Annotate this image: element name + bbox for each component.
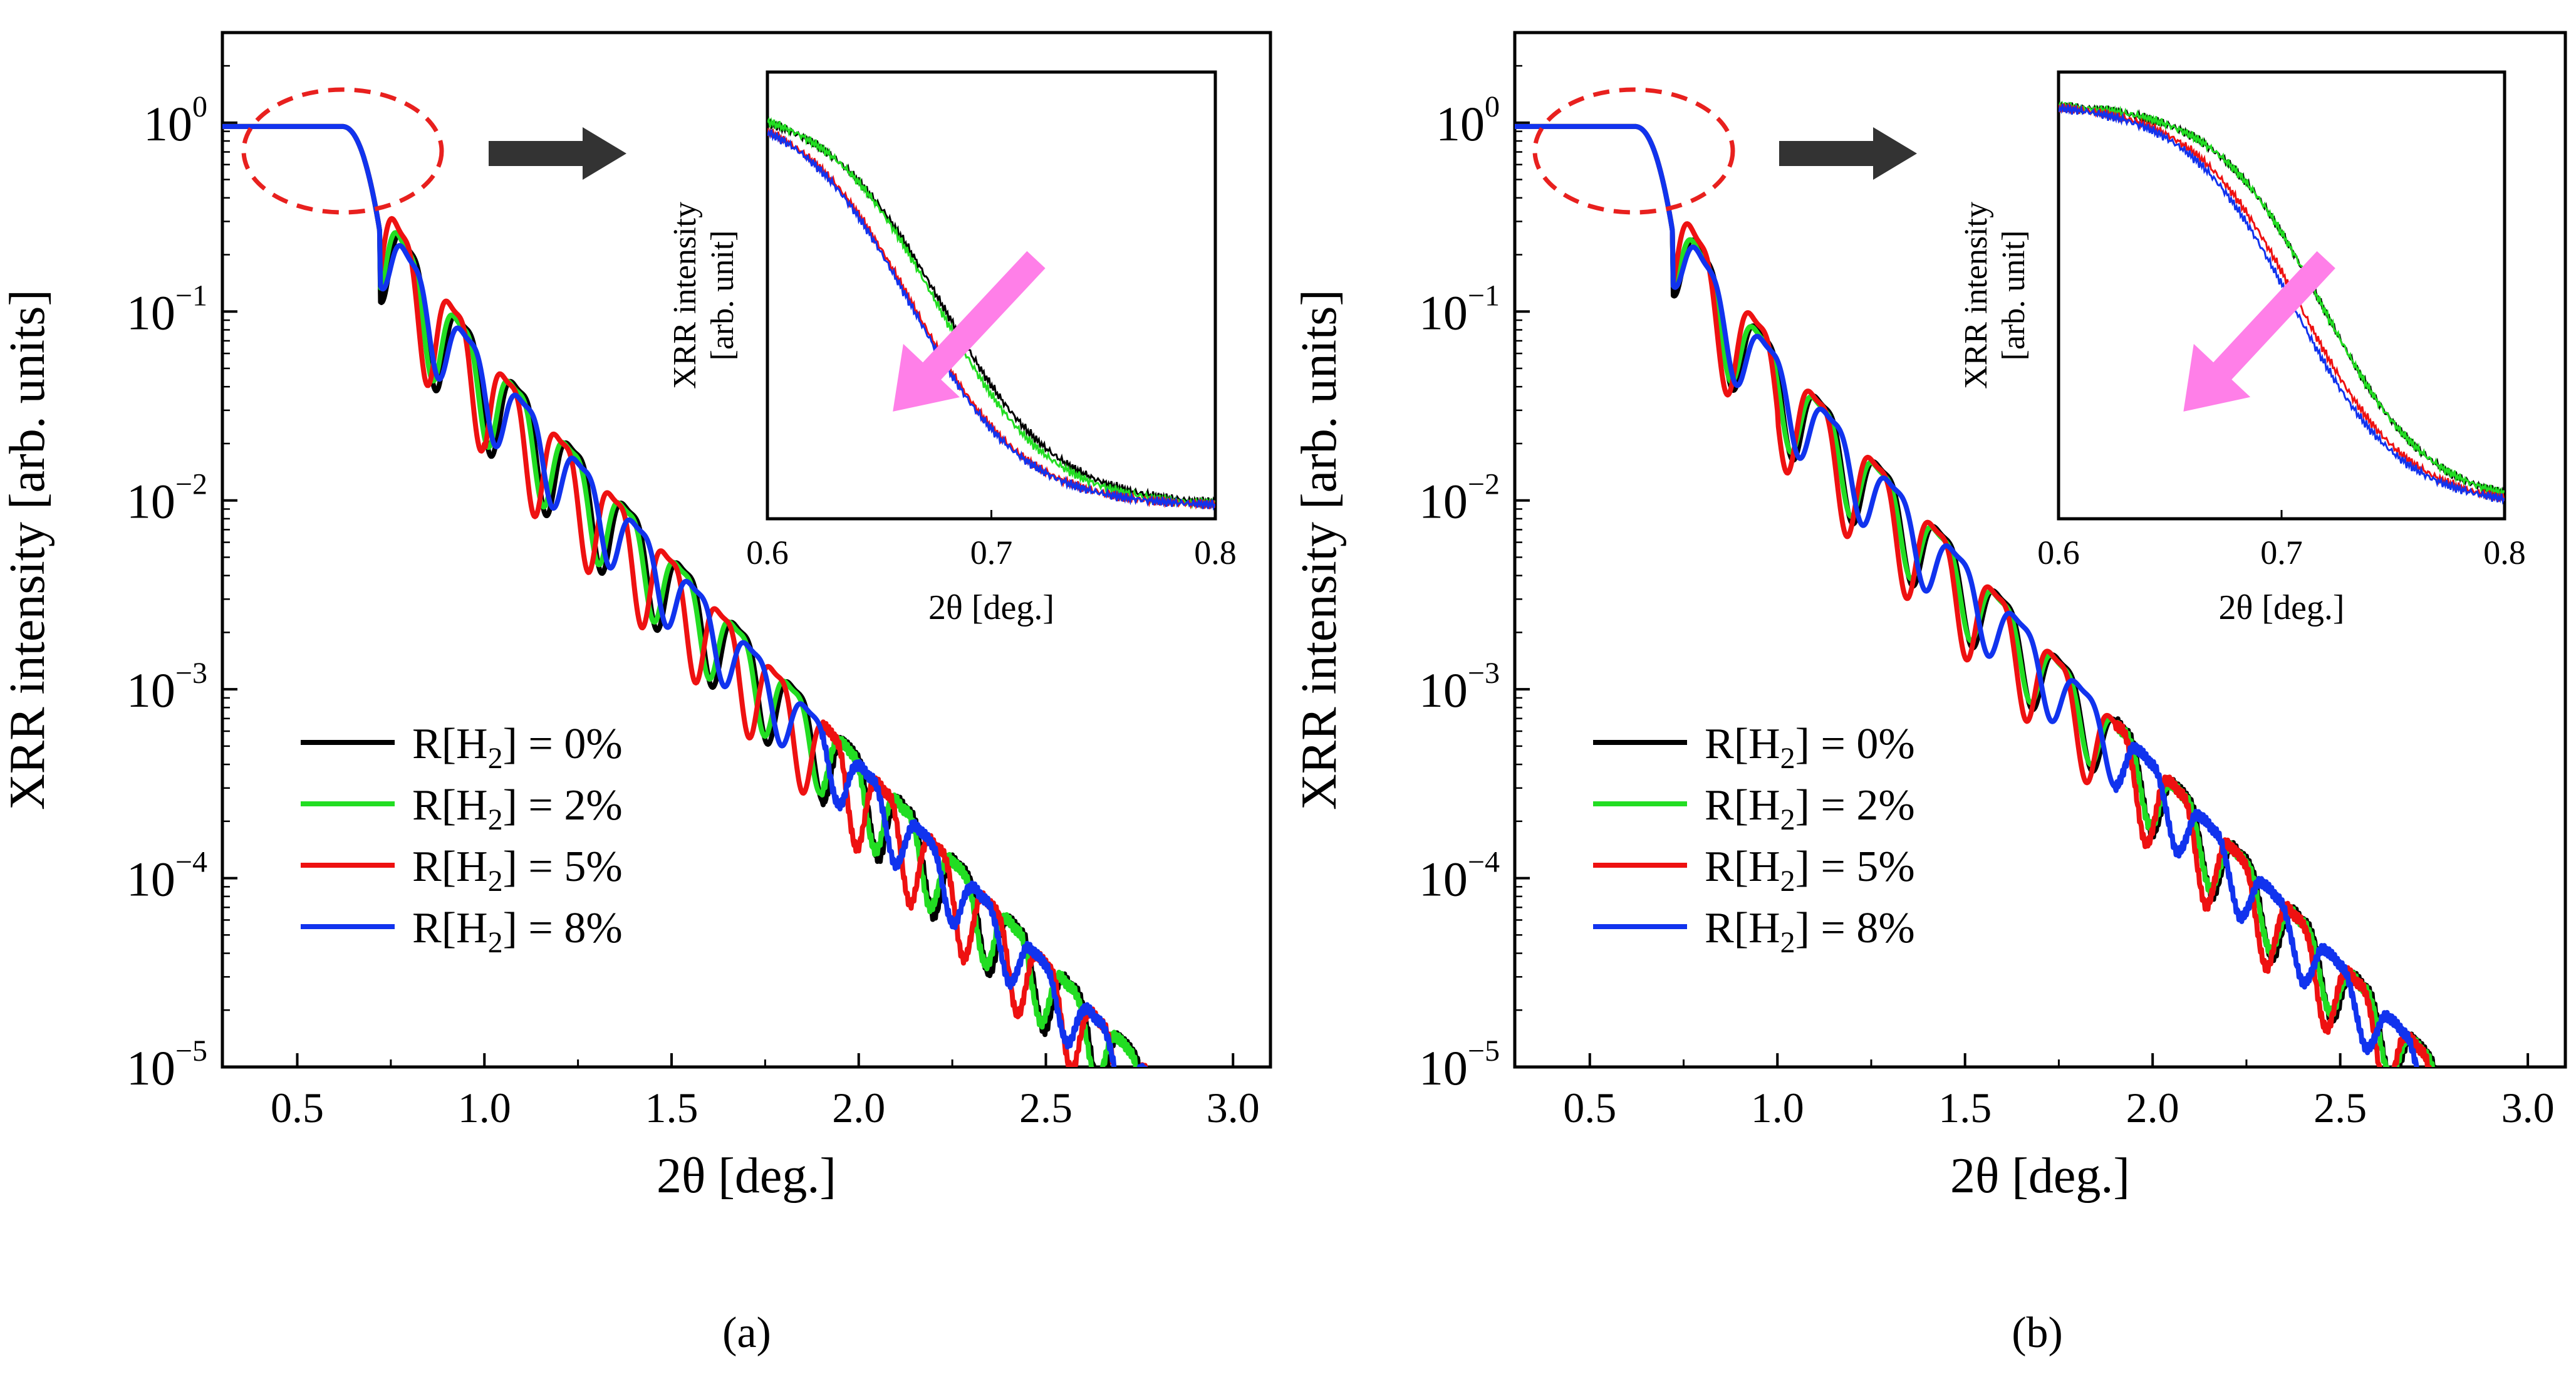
panel-caption: (a)	[722, 1309, 771, 1357]
legend-label-1: R[H2] = 2%	[1705, 781, 1915, 836]
y-tick-label: 10−4	[1419, 846, 1500, 907]
legend-label-2: R[H2] = 5%	[412, 843, 623, 898]
y-tick-label: 10−1	[127, 279, 207, 340]
zoom-arrow-icon	[1779, 127, 1917, 180]
x-tick-label: 0.5	[271, 1084, 324, 1132]
x-axis-label: 2θ [deg.]	[1950, 1148, 2130, 1204]
x-tick-label: 3.0	[1207, 1084, 1260, 1132]
inset-x-tick-label: 0.7	[970, 534, 1013, 571]
x-tick-label: 1.5	[1938, 1084, 1992, 1132]
trend-arrow-head	[2183, 343, 2251, 412]
y-tick-label: 10−1	[1419, 279, 1500, 340]
x-tick-label: 0.5	[1563, 1084, 1616, 1132]
x-tick-label: 2.5	[1019, 1084, 1072, 1132]
legend-label-2: R[H2] = 5%	[1705, 843, 1915, 898]
x-tick-label: 2.0	[832, 1084, 885, 1132]
inset-y-axis-label-0: XRR intensity	[1958, 202, 1994, 389]
inset-x-tick-label: 0.7	[2260, 534, 2303, 571]
y-tick-label: 100	[1436, 90, 1500, 151]
y-axis-label: XRR intensity [arb. units]	[0, 289, 55, 810]
inset-series-line-3	[2059, 103, 2505, 505]
legend-label-3: R[H2] = 8%	[1705, 904, 1915, 959]
y-axis-label: XRR intensity [arb. units]	[1292, 289, 1347, 810]
series-line-1	[1515, 123, 2435, 1067]
inset-series-group	[2059, 100, 2505, 505]
legend-label-3: R[H2] = 8%	[412, 904, 623, 959]
inset-plot: 0.6 0.7 0.8 2θ [deg.] XRR intensity [arb. uni…	[667, 70, 1237, 627]
legend-label-1: R[H2] = 2%	[412, 781, 623, 836]
series-line-3	[222, 123, 1148, 1067]
y-tick-label: 10−5	[127, 1034, 207, 1095]
inset-x-axis-label: 2θ [deg.]	[2219, 588, 2345, 627]
y-tick-label: 10−3	[1419, 657, 1500, 717]
panel-caption: (b)	[2012, 1309, 2063, 1357]
inset-series-line-1	[767, 116, 1215, 510]
y-tick-label: 10−2	[1419, 468, 1500, 529]
series-line-2	[1515, 123, 2432, 1067]
series-group	[222, 123, 1149, 1067]
series-line-1	[222, 123, 1140, 1067]
inset-series-line-3	[767, 128, 1215, 511]
inset-series-line-2	[2059, 103, 2505, 502]
inset-y-axis-label-1: [arb. unit]	[705, 231, 740, 361]
trend-arrow-icon	[893, 251, 1046, 412]
trend-arrow-head	[893, 343, 960, 412]
inset-plot: 0.6 0.7 0.8 2θ [deg.] XRR intensity [arb. uni…	[1958, 70, 2526, 627]
series-group	[1515, 123, 2438, 1067]
inset-series-line-1	[2059, 100, 2505, 497]
x-tick-label: 1.5	[645, 1084, 699, 1132]
inset-series-group	[767, 116, 1215, 511]
inset-y-axis-label-0: XRR intensity	[667, 202, 703, 389]
inset-x-tick-label: 0.8	[2483, 534, 2526, 571]
x-tick-label: 1.0	[1751, 1084, 1804, 1132]
trend-arrow-icon	[2183, 251, 2335, 412]
legend-label-0: R[H2] = 0%	[1705, 720, 1915, 775]
highlight-ellipse	[1532, 87, 1735, 215]
inset-x-axis-label: 2θ [deg.]	[928, 588, 1054, 627]
x-tick-label: 3.0	[2501, 1084, 2555, 1132]
panel-a: 0.5 1.0 1.5 2.0 2.5 3.0 100 10−1 10−2 10−3 10−4 10−…	[0, 31, 1272, 1357]
y-tick-label: 10−3	[127, 657, 207, 717]
plot-frame	[221, 31, 1272, 1069]
plot-frame	[1513, 31, 2567, 1069]
y-tick-label: 10−4	[127, 846, 207, 907]
x-tick-label: 2.0	[2126, 1084, 2179, 1132]
inset-y-axis-label-1: [arb. unit]	[1996, 231, 2032, 361]
x-tick-label: 1.0	[458, 1084, 511, 1132]
legend-label-0: R[H2] = 0%	[412, 720, 623, 775]
panel-b: 0.5 1.0 1.5 2.0 2.5 3.0 100 10−1 10−2 10−3 10−4 10−…	[1292, 31, 2567, 1357]
y-tick-label: 10−5	[1419, 1034, 1500, 1095]
y-tick-label: 10−2	[127, 468, 207, 529]
inset-x-tick-label: 0.6	[746, 534, 789, 571]
y-tick-label: 100	[143, 90, 207, 151]
inset-x-tick-label: 0.6	[2037, 534, 2080, 571]
inset-x-tick-label: 0.8	[1194, 534, 1237, 571]
x-axis-label: 2θ [deg.]	[657, 1148, 836, 1204]
zoom-arrow-icon	[489, 127, 626, 180]
series-line-3	[1515, 123, 2419, 1067]
highlight-ellipse	[241, 87, 444, 215]
x-tick-label: 2.5	[2314, 1084, 2367, 1132]
